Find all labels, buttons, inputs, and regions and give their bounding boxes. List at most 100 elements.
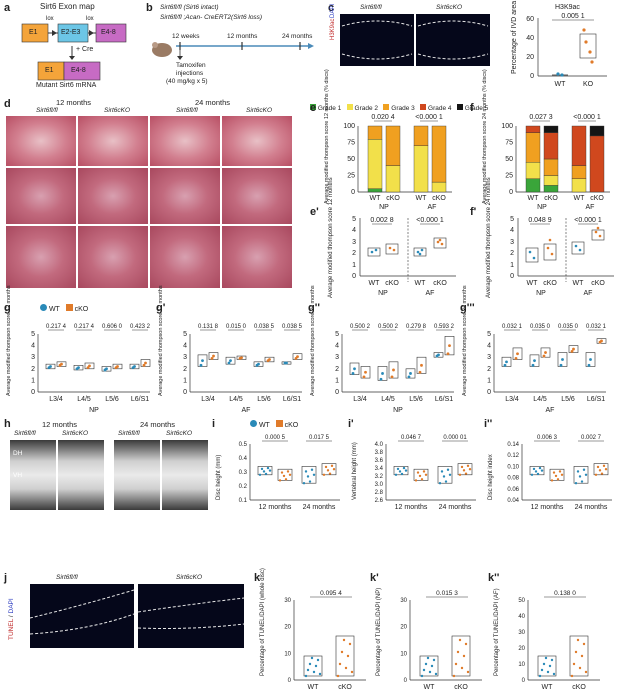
svg-text:0: 0 — [487, 389, 491, 396]
box-g-0-0 — [45, 363, 56, 370]
svg-text:0.06: 0.06 — [507, 487, 519, 493]
k1-box-chart: 0 10 20 30 WT cKO 0.015 3 Percentage of TUNEL/D… — [376, 588, 482, 691]
svg-text:L3/4: L3/4 — [505, 396, 519, 403]
box-k2-0 — [537, 655, 557, 677]
panel-f-label: f — [470, 102, 474, 114]
svg-text:0.005 1: 0.005 1 — [561, 13, 584, 20]
svg-text:12 months: 12 months — [531, 504, 564, 511]
lox-label-1: lox — [46, 16, 54, 22]
svg-text:5: 5 — [487, 331, 491, 338]
svg-text:0.038 5: 0.038 5 — [254, 324, 275, 330]
svg-text:L5/6: L5/6 — [409, 396, 423, 403]
exon-map-diagram — [21, 23, 127, 81]
j-img-label-wt: Sirt6fl/fl — [56, 574, 78, 581]
svg-text:Disc height (mm): Disc height (mm) — [216, 455, 222, 500]
svg-text:4: 4 — [352, 227, 356, 234]
h-col-2: Sirt6cKO — [62, 430, 89, 437]
mrna-e48-label: E4-8 — [71, 67, 86, 74]
svg-text:WT: WT — [542, 684, 554, 691]
panel-i-label: i — [212, 418, 216, 430]
svg-text:Average modified thompson scor: Average modified thompson score 24 month… — [462, 285, 468, 396]
svg-text:3: 3 — [335, 354, 339, 361]
svg-text:25: 25 — [505, 173, 513, 180]
panel-e-label: e — [310, 102, 317, 114]
d-img-r2c1 — [6, 168, 76, 224]
svg-text:0.015 0: 0.015 0 — [226, 324, 247, 330]
svg-text:4: 4 — [183, 343, 187, 350]
svg-text:0.500 2: 0.500 2 — [378, 324, 399, 330]
box-i1-1 — [413, 468, 429, 481]
box-k1-0 — [419, 655, 439, 677]
svg-text:40: 40 — [518, 614, 525, 620]
stack-seg-e-0-0 — [367, 188, 383, 193]
svg-text:cKO: cKO — [433, 280, 447, 287]
h-vh-label: VH — [13, 472, 23, 479]
panel-j-label: j — [4, 572, 8, 584]
svg-text:Vertebral height (mm): Vertebral height (mm) — [352, 442, 358, 500]
svg-text:0.015 3: 0.015 3 — [436, 590, 458, 597]
svg-text:cKO: cKO — [454, 684, 468, 691]
c-fluor-image-wt — [340, 14, 414, 66]
svg-text:0: 0 — [288, 678, 292, 684]
g-legend: WT cKO — [40, 304, 88, 313]
svg-text:0.020 4: 0.020 4 — [371, 114, 394, 121]
h-dh-label: DH — [13, 450, 23, 457]
svg-text:WT: WT — [555, 81, 567, 88]
svg-text:WT: WT — [424, 684, 436, 691]
box-i-0 — [257, 466, 273, 476]
svg-text:NP: NP — [536, 290, 546, 297]
svg-text:2.6: 2.6 — [375, 498, 384, 504]
panel-c-label: c — [328, 2, 335, 14]
box-g-1-1 — [84, 362, 95, 370]
stack-seg-e-0-2 — [367, 125, 383, 140]
svg-text:50: 50 — [347, 156, 355, 163]
svg-text:L6/S1: L6/S1 — [283, 396, 301, 403]
svg-text:4.0: 4.0 — [375, 442, 384, 448]
box-g1-2-1 — [264, 356, 275, 363]
d-img-r3c1 — [6, 226, 76, 288]
svg-text:2: 2 — [183, 366, 187, 373]
box-k2-1 — [569, 635, 589, 677]
svg-text:Average modified thompson scor: Average modified thompson score 12 month… — [6, 285, 12, 396]
box-g2-1-0 — [377, 366, 388, 381]
svg-text:WT: WT — [369, 280, 381, 287]
svg-text:0.017 5: 0.017 5 — [309, 435, 330, 441]
box-k-0 — [303, 655, 323, 677]
h-col-3: Sirt6fl/fl — [118, 430, 140, 437]
stack-seg-f-1-4 — [543, 125, 559, 133]
svg-text:AF: AF — [586, 204, 595, 211]
box-i-1 — [277, 468, 293, 481]
box-k-1 — [335, 635, 355, 677]
svg-text:5: 5 — [335, 331, 339, 338]
f-stacked-chart: 0 25 50 75 100 WT cKO WT cKO NP AF 0.027 3 <0.000 1 A… — [482, 69, 610, 211]
svg-text:<0.000 1: <0.000 1 — [574, 217, 602, 224]
svg-text:1: 1 — [31, 377, 35, 384]
svg-text:1: 1 — [510, 262, 514, 269]
svg-text:0.038 5: 0.038 5 — [282, 324, 303, 330]
svg-text:75: 75 — [505, 140, 513, 147]
d-img-r1c1 — [6, 116, 76, 166]
svg-text:100: 100 — [501, 123, 513, 130]
panel-f2-label: f' — [470, 206, 477, 218]
svg-text:L6/S1: L6/S1 — [435, 396, 453, 403]
svg-text:0: 0 — [31, 389, 35, 396]
d-img-r1c4 — [222, 116, 292, 166]
panel-b-label: b — [146, 2, 153, 14]
stack-seg-e-2-2 — [413, 125, 429, 146]
svg-text:5: 5 — [31, 331, 35, 338]
svg-text:5: 5 — [510, 216, 514, 223]
box-g1-0-0 — [197, 354, 208, 367]
box-i1-3 — [457, 463, 473, 476]
svg-text:Percentage of TUNEL/DAPI (AF): Percentage of TUNEL/DAPI (AF) — [494, 588, 500, 676]
box-g3-1-1 — [540, 347, 551, 358]
svg-text:30: 30 — [400, 598, 407, 604]
svg-text:50: 50 — [505, 156, 513, 163]
svg-text:3: 3 — [510, 239, 514, 246]
svg-text:30: 30 — [518, 630, 525, 636]
svg-text:1: 1 — [487, 377, 491, 384]
svg-text:L5/6: L5/6 — [105, 396, 119, 403]
i2-box-chart: 0.04 0.06 0.08 0.10 0.12 0.14 0.006 3 12 months… — [488, 435, 612, 511]
box-k1-1 — [451, 635, 471, 677]
c-ko-box — [579, 33, 597, 59]
svg-text:0: 0 — [352, 273, 356, 280]
